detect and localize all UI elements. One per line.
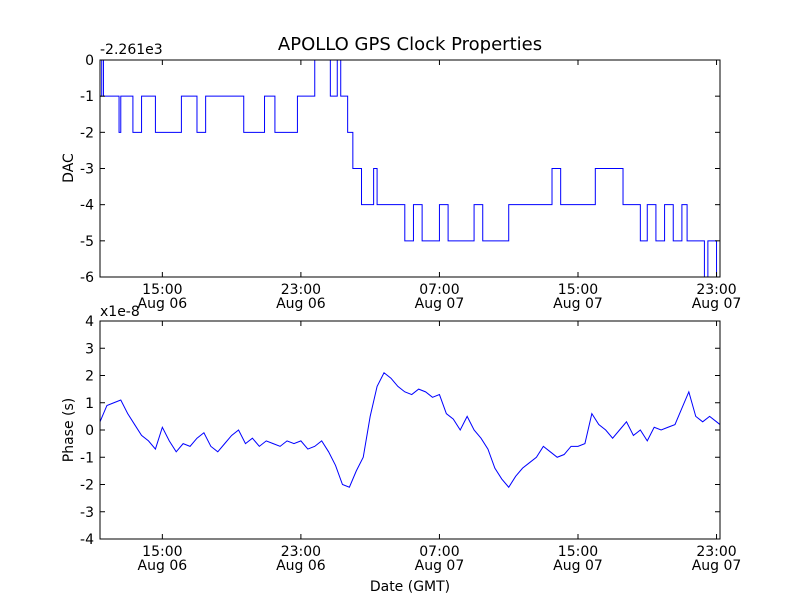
dac-x-tick-date: Aug 07 <box>415 296 465 312</box>
phase-y-tick-label: -3 <box>80 505 94 521</box>
dac-y-tick-label: -4 <box>80 198 94 214</box>
dac-x-tick-time: 23:00 <box>696 282 736 298</box>
dac-x-tick-date: Aug 06 <box>276 296 326 312</box>
phase-x-tick-date: Aug 07 <box>553 558 603 574</box>
dac-x-tick-date: Aug 06 <box>138 296 188 312</box>
phase-y-tick-label: 3 <box>85 341 94 357</box>
phase-x-tick-time: 23:00 <box>281 544 321 560</box>
phase-y-tick-label: 4 <box>85 314 94 330</box>
phase-y-tick-label: -4 <box>80 532 94 548</box>
figure-title: APOLLO GPS Clock Properties <box>278 34 542 55</box>
phase-y-tick-label: 1 <box>85 396 94 412</box>
phase-x-tick-time: 15:00 <box>558 544 598 560</box>
phase-y-label: Phase (s) <box>61 398 77 462</box>
phase-x-tick-time: 07:00 <box>419 544 459 560</box>
dac-x-tick-time: 15:00 <box>558 282 598 298</box>
phase-x-tick-date: Aug 07 <box>692 558 742 574</box>
phase-series-line <box>100 371 720 489</box>
dac-series-line <box>100 60 720 277</box>
phase-y-ticks: 4 3 2 1 0 -1 -2 -3 -4 <box>80 314 720 548</box>
dac-y-tick-label: -5 <box>80 234 94 250</box>
dac-y-tick-label: -2 <box>80 125 94 141</box>
phase-x-tick-time: 23:00 <box>696 544 736 560</box>
dac-x-tick-date: Aug 07 <box>553 296 603 312</box>
phase-y-tick-label: 2 <box>85 369 94 385</box>
phase-y-tick-label: 0 <box>85 423 94 439</box>
dac-y-tick-label: -6 <box>80 270 94 286</box>
dac-offset-label: -2.261e3 <box>100 42 163 58</box>
dac-y-tick-label: 0 <box>85 53 94 69</box>
dac-x-tick-time: 15:00 <box>142 282 182 298</box>
phase-axes-frame <box>99 320 721 540</box>
dac-y-label: DAC <box>61 153 77 183</box>
phase-x-tick-date: Aug 07 <box>415 558 465 574</box>
dac-x-tick-date: Aug 07 <box>692 296 742 312</box>
phase-x-tick-time: 15:00 <box>142 544 182 560</box>
dac-y-tick-label: -1 <box>80 89 94 105</box>
phase-offset-label: x1e-8 <box>100 304 140 320</box>
dac-x-tick-time: 23:00 <box>281 282 321 298</box>
phase-y-tick-label: -1 <box>80 450 94 466</box>
dac-axes-frame <box>99 59 721 278</box>
dac-y-tick-label: -3 <box>80 162 94 178</box>
x-axis-label: Date (GMT) <box>370 579 450 595</box>
phase-x-tick-date: Aug 06 <box>138 558 188 574</box>
phase-y-tick-label: -2 <box>80 478 94 494</box>
dac-x-tick-time: 07:00 <box>419 282 459 298</box>
phase-x-tick-date: Aug 06 <box>276 558 326 574</box>
